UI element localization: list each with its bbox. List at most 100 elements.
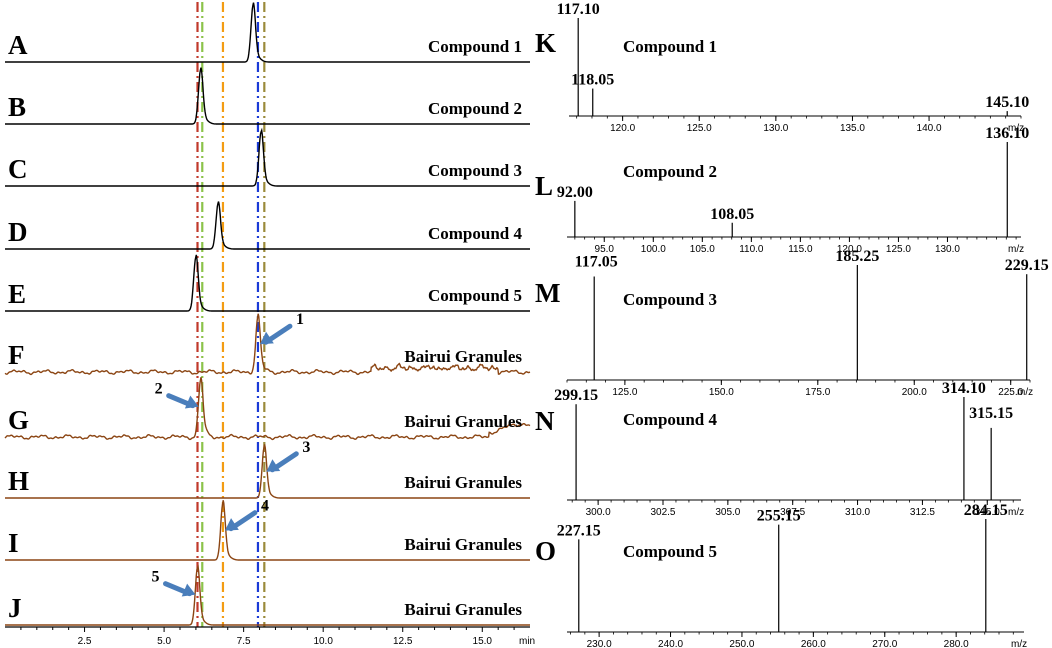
ms-tick-label: 100.0: [641, 244, 666, 255]
ms-panel-letter: L: [535, 171, 553, 201]
ms-axis-unit: m/z: [1008, 244, 1024, 255]
chromatogram-trace-j: J Bairui Granules 5: [5, 564, 530, 626]
ms-tick-label: 250.0: [729, 639, 754, 648]
mass-spectra-panels: 120.0 125.0 130.0 135.0 140.0 m/z 117.10 118.05…: [535, 1, 1049, 648]
ms-peak-label: 118.05: [571, 72, 614, 89]
chromatogram-trace-b: B Compound 2: [5, 67, 530, 125]
ms-tick-label: 120.0: [610, 123, 635, 134]
ms-title: Compound 4: [623, 410, 718, 429]
chromatogram-trace-a: A Compound 1: [5, 2, 530, 63]
arrow-head: [224, 518, 239, 531]
ms-panel-letter: K: [535, 28, 556, 58]
trace-title: Compound 2: [428, 99, 522, 118]
trace-line: [5, 127, 530, 187]
ms-tick-label: 240.0: [658, 639, 683, 648]
arrow-head: [259, 331, 274, 345]
x-tick-label: 5.0: [157, 636, 171, 647]
peak-arrow: 1: [259, 311, 304, 345]
mass-spectrum-o: 230.0 240.0 250.0 260.0 270.0 280.0 m/z 227.15 2…: [535, 502, 1027, 648]
arrow-number: 5: [152, 569, 160, 586]
ms-peak-label: 314.10: [942, 380, 986, 397]
ms-tick-label: 125.0: [886, 244, 911, 255]
peak-arrow: 2: [155, 381, 199, 409]
chromatogram-trace-c: C Compound 3: [5, 127, 530, 187]
trace-title: Bairui Granules: [404, 412, 522, 431]
ms-axis-unit: m/z: [1008, 507, 1024, 518]
mass-spectrum-l: 95.0 100.0 105.0 110.0 115.0 120.0 125.0 130.0 m…: [535, 125, 1029, 255]
peak-arrow: 5: [152, 569, 196, 597]
trace-line: [4, 313, 531, 376]
chromatogram-trace-h: H Bairui Granules 3: [5, 439, 530, 499]
ms-peak-label: 229.15: [1005, 257, 1049, 274]
trace-line: [4, 377, 531, 441]
panel-letter: F: [8, 340, 25, 370]
panel-letter: G: [8, 405, 29, 435]
ms-tick-label: 135.0: [840, 123, 865, 134]
ms-tick-label: 110.0: [739, 244, 764, 255]
peak-arrow: 4: [224, 498, 269, 532]
ms-panel-letter: O: [535, 536, 556, 566]
ms-peak-label: 108.05: [710, 206, 754, 223]
arrow-number: 4: [261, 498, 269, 515]
trace-line: [5, 564, 530, 626]
x-tick-label: 15.0: [473, 636, 493, 647]
ms-tick-label: 270.0: [872, 639, 897, 648]
ms-peak-label: 299.15: [554, 387, 598, 404]
ms-tick-label: 305.0: [715, 507, 740, 518]
ms-tick-label: 105.0: [690, 244, 715, 255]
trace-line: [5, 500, 530, 561]
panel-letter: E: [8, 279, 26, 309]
ms-tick-label: 175.0: [805, 387, 830, 398]
trace-title: Bairui Granules: [404, 347, 522, 366]
ms-tick-label: 130.0: [935, 244, 960, 255]
arrow-head: [181, 583, 196, 597]
ms-tick-label: 310.0: [845, 507, 870, 518]
ms-peak-label: 227.15: [557, 522, 601, 539]
trace-title: Bairui Granules: [404, 535, 522, 554]
panel-letter: D: [8, 217, 28, 247]
panel-letter: B: [8, 92, 26, 122]
x-tick-label: 7.5: [237, 636, 251, 647]
mass-spectrum-n: 300.0 302.5 305.0 307.5 310.0 312.5 315.0 m/z 29…: [535, 380, 1024, 518]
panel-letter: H: [8, 466, 29, 496]
ms-tick-label: 312.5: [910, 507, 935, 518]
ms-tick-label: 225.0: [998, 387, 1023, 398]
chromatogram-trace-e: E Compound 5: [5, 254, 530, 312]
peak-arrow: 3: [266, 439, 310, 473]
panel-letter: J: [8, 593, 22, 623]
chromatogram-trace-i: I Bairui Granules 4: [5, 498, 530, 561]
ms-title: Compound 3: [623, 290, 717, 309]
ms-tick-label: 200.0: [902, 387, 927, 398]
panel-letter: C: [8, 154, 28, 184]
ms-tick-label: 130.0: [763, 123, 788, 134]
ms-tick-label: 307.5: [780, 507, 805, 518]
arrow-number: 2: [155, 381, 163, 398]
ms-tick-label: 95.0: [595, 244, 615, 255]
trace-line: [5, 201, 530, 250]
ms-tick-label: 140.0: [917, 123, 942, 134]
chromatogram-trace-d: D Compound 4: [5, 201, 530, 250]
trace-line: [5, 254, 530, 312]
trace-title: Compound 5: [428, 286, 522, 305]
arrow-number: 1: [296, 311, 304, 328]
ms-axis-unit: m/z: [1011, 639, 1027, 648]
arrow-head: [266, 459, 281, 472]
ms-tick-label: 230.0: [587, 639, 612, 648]
ms-tick-label: 150.0: [709, 387, 734, 398]
trace-title: Compound 1: [428, 37, 522, 56]
arrow-head: [184, 395, 199, 409]
ms-axis-unit: m/z: [1017, 387, 1033, 398]
trace-line: [5, 2, 530, 63]
x-tick-label: 2.5: [78, 636, 92, 647]
ms-tick-label: 300.0: [586, 507, 611, 518]
ms-peak-label: 145.10: [985, 94, 1029, 111]
ms-tick-label: 280.0: [944, 639, 969, 648]
ms-tick-label: 302.5: [650, 507, 675, 518]
trace-title: Compound 3: [428, 161, 522, 180]
ms-tick-label: 115.0: [788, 244, 813, 255]
trace-title: Bairui Granules: [404, 600, 522, 619]
chromatogram-trace-g: G Bairui Granules 2: [4, 377, 531, 441]
x-tick-label: 10.0: [313, 636, 333, 647]
ms-peak-label: 117.05: [575, 254, 618, 271]
